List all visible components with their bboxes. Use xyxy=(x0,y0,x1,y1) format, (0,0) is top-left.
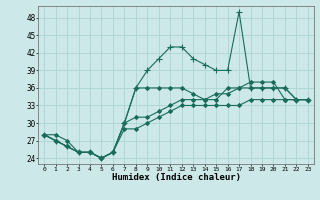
X-axis label: Humidex (Indice chaleur): Humidex (Indice chaleur) xyxy=(111,173,241,182)
